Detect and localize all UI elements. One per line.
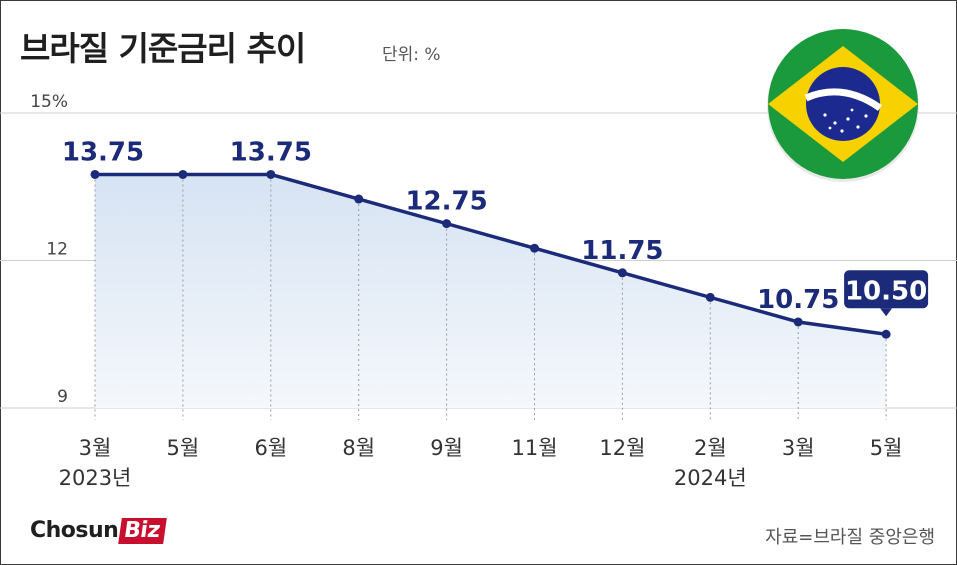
data-label: 12.75	[405, 187, 487, 217]
x-tick-label: 5월	[167, 436, 200, 460]
unit-label: 단위: %	[382, 45, 441, 65]
data-label: 10.50	[845, 276, 927, 306]
x-tick-label: 11월	[511, 436, 557, 460]
series-line	[95, 172, 887, 336]
data-point	[617, 268, 627, 278]
logo-badge: Biz	[118, 518, 167, 544]
x-tick-label: 5월	[870, 436, 903, 460]
data-point	[530, 243, 539, 253]
callout-pointer	[880, 308, 893, 317]
data-label: 13.75	[62, 137, 144, 167]
data-point	[793, 317, 803, 327]
x-tick-label: 8월	[342, 436, 375, 460]
x-tick-label: 3월	[79, 436, 112, 460]
chosunbiz-logo: Chosun Biz	[30, 518, 167, 544]
y-tick-label: 15%	[30, 92, 68, 112]
x-tick-label: 3월	[782, 436, 815, 460]
x-tick-label: 9월	[430, 436, 463, 460]
source-note: 자료=브라질 중앙은행	[765, 527, 935, 548]
data-point	[354, 194, 364, 204]
chart-title: 브라질 기준금리 추이	[20, 29, 306, 68]
x-tick-label: 12월	[599, 436, 645, 460]
data-point	[881, 329, 891, 339]
logo-text: Chosun	[30, 518, 119, 543]
data-point	[442, 219, 452, 229]
data-point	[705, 292, 715, 302]
data-point	[90, 169, 100, 179]
y-tick-label: 9	[57, 387, 68, 407]
x-year-label: 2024년	[674, 466, 747, 490]
data-label: 10.75	[757, 285, 839, 315]
area-fill	[95, 174, 887, 408]
x-tick-label: 6월	[254, 436, 287, 460]
y-tick-label: 12	[46, 240, 68, 260]
x-year-label: 2023년	[59, 466, 132, 490]
highlight-callout	[844, 270, 929, 309]
data-label: 13.75	[230, 137, 312, 167]
data-label: 11.75	[581, 236, 663, 266]
data-point	[266, 169, 276, 179]
data-point	[178, 169, 188, 179]
x-tick-label: 2월	[694, 436, 727, 460]
